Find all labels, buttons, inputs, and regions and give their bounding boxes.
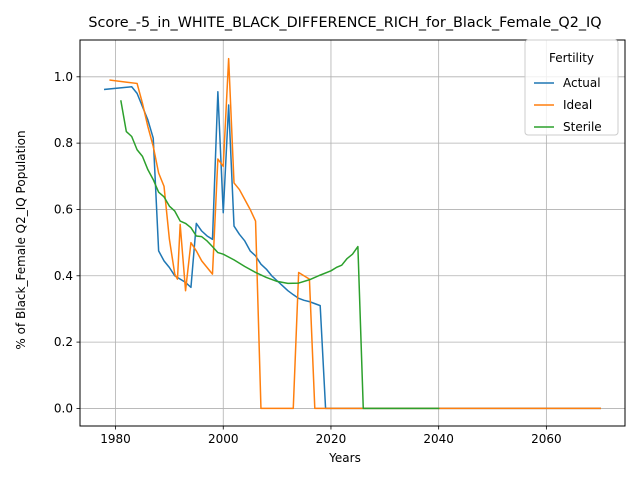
x-tick-label: 2060	[531, 432, 562, 446]
legend-label: Actual	[563, 76, 601, 90]
legend-box	[524, 39, 619, 136]
plot-frame	[79, 39, 626, 427]
series-line-sterile	[120, 100, 440, 410]
x-axis-ticks: 1980 2000 2020 2040 2060	[100, 426, 562, 446]
y-tick-label: 0.0	[54, 401, 73, 415]
x-tick-label: 2020	[316, 432, 347, 446]
y-axis-label: % of Black_Female Q2_IQ Population	[14, 130, 28, 349]
y-tick-label: 0.4	[54, 269, 73, 283]
y-tick-label: 0.2	[54, 335, 73, 349]
x-axis-label: Years	[328, 451, 361, 465]
series-lines	[103, 57, 601, 410]
legend-title: Fertility	[549, 51, 594, 65]
series-line-ideal	[109, 57, 601, 410]
legend-label: Ideal	[563, 98, 592, 112]
x-tick-label: 1980	[100, 432, 131, 446]
legend-label: Sterile	[563, 120, 602, 134]
y-axis-ticks: 0.0 0.2 0.4 0.6 0.8 1.0	[54, 70, 80, 415]
legend: Fertility Actual Ideal Sterile	[524, 39, 619, 136]
x-tick-label: 2000	[208, 432, 239, 446]
y-tick-label: 0.6	[54, 202, 73, 216]
y-tick-label: 0.8	[54, 136, 73, 150]
y-tick-label: 1.0	[54, 70, 73, 84]
legend-items: Actual Ideal Sterile	[534, 76, 602, 134]
x-tick-label: 2040	[423, 432, 454, 446]
series-line-actual	[103, 86, 601, 410]
chart-title: Score_-5_in_WHITE_BLACK_DIFFERENCE_RICH_…	[88, 15, 601, 31]
